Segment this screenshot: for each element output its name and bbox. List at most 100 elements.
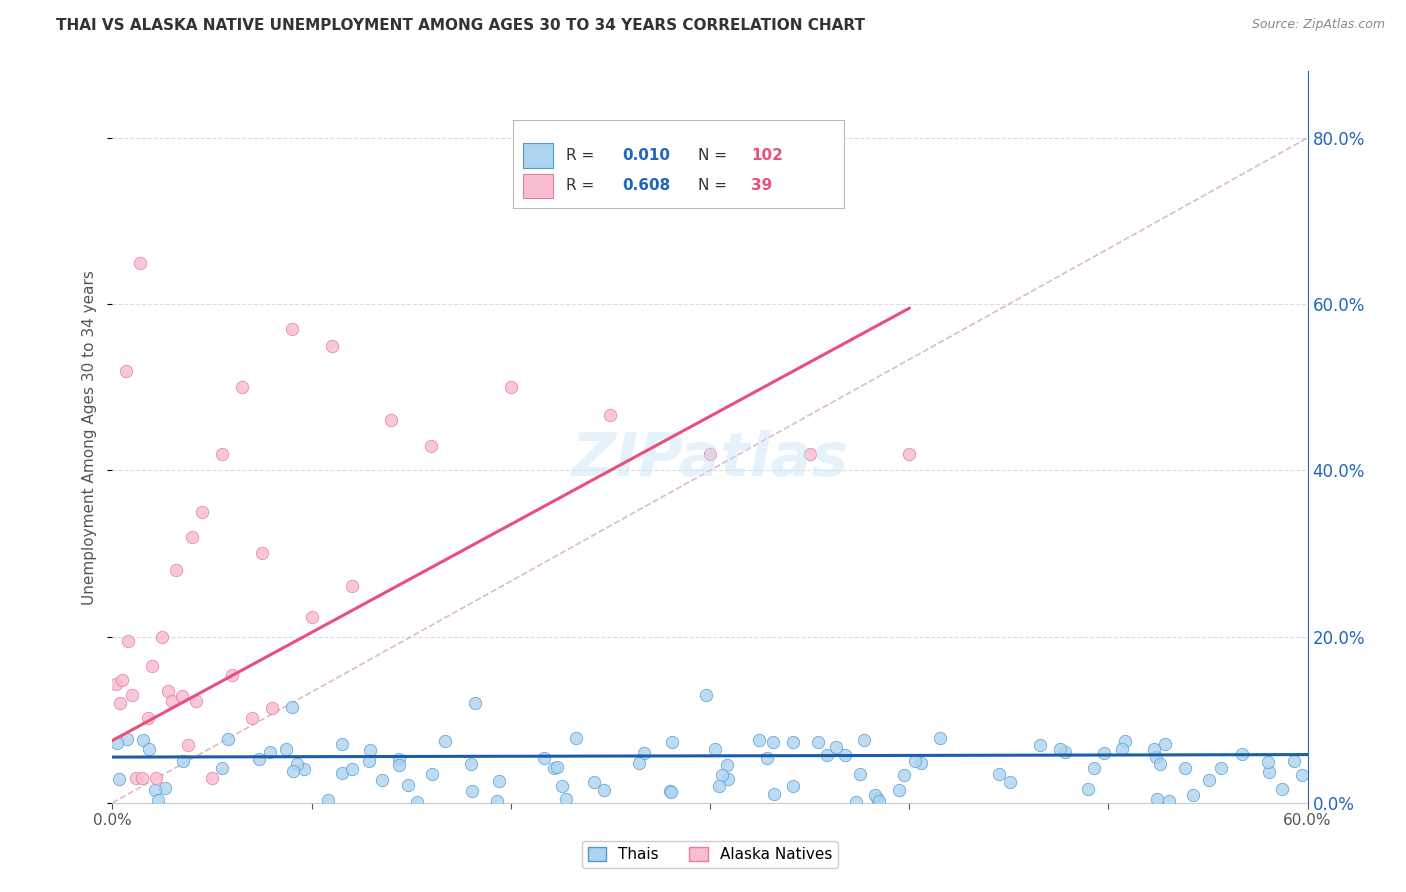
Text: N =: N = [699, 178, 727, 194]
Alaska Natives [301, 610, 323, 624]
Thais [555, 792, 578, 806]
Thais [434, 733, 457, 747]
Thais [815, 748, 838, 763]
Thais [281, 764, 304, 778]
Thais [1174, 761, 1197, 775]
Thais [543, 761, 565, 775]
Alaska Natives [150, 630, 173, 644]
Thais [1146, 750, 1168, 764]
Thais [755, 750, 778, 764]
Thais [848, 767, 870, 781]
Thais [486, 794, 509, 808]
Thais [285, 757, 308, 772]
Alaska Natives [121, 688, 143, 702]
Text: THAI VS ALASKA NATIVE UNEMPLOYMENT AMONG AGES 30 TO 34 YEARS CORRELATION CHART: THAI VS ALASKA NATIVE UNEMPLOYMENT AMONG… [56, 18, 865, 33]
Text: 0.608: 0.608 [623, 178, 671, 194]
Alaska Natives [111, 673, 134, 687]
Thais [420, 767, 443, 781]
Alaska Natives [165, 563, 187, 577]
Alaska Natives [699, 447, 721, 461]
Thais [1230, 747, 1253, 762]
Thais [910, 756, 932, 770]
Alaska Natives [110, 696, 132, 710]
Thais [1149, 756, 1171, 771]
Alaska Natives [499, 380, 522, 394]
Text: R =: R = [567, 178, 595, 194]
Alaska Natives [172, 690, 194, 704]
Thais [592, 783, 614, 797]
Thais [1143, 742, 1166, 756]
Thais [661, 785, 683, 799]
Thais [396, 778, 419, 792]
Thais [887, 783, 910, 797]
Thais [761, 735, 783, 749]
Thais [105, 736, 128, 750]
Thais [342, 762, 364, 776]
Text: 102: 102 [751, 148, 783, 163]
Thais [1157, 794, 1180, 808]
Alaska Natives [131, 771, 153, 785]
Thais [1284, 754, 1306, 768]
Alaska Natives [281, 322, 304, 336]
Alaska Natives [420, 439, 443, 453]
Thais [762, 787, 785, 801]
Alaska Natives [380, 413, 402, 427]
Thais [1111, 741, 1133, 756]
Thais [658, 784, 681, 798]
Thais [332, 738, 354, 752]
Thais [1054, 745, 1077, 759]
Y-axis label: Unemployment Among Ages 30 to 34 years: Unemployment Among Ages 30 to 34 years [82, 269, 97, 605]
Thais [1271, 781, 1294, 796]
Thais [217, 731, 239, 746]
Thais [709, 779, 731, 793]
Thais [782, 779, 804, 793]
Thais [1146, 791, 1168, 805]
Thais [988, 767, 1011, 781]
Alaska Natives [141, 658, 163, 673]
Thais [1083, 761, 1105, 775]
Thais [464, 696, 486, 710]
Thais [292, 762, 315, 776]
Alaska Natives [599, 408, 621, 422]
Alaska Natives [115, 363, 138, 377]
Thais [893, 768, 915, 782]
Thais [904, 754, 927, 768]
Thais [332, 766, 354, 780]
Thais [551, 779, 574, 793]
Thais [138, 741, 160, 756]
Thais [782, 735, 804, 749]
Thais [115, 732, 138, 747]
Thais [546, 760, 568, 774]
Thais [247, 752, 270, 766]
Thais [388, 758, 411, 772]
Thais [695, 688, 717, 702]
Alaska Natives [240, 711, 263, 725]
Thais [143, 782, 166, 797]
Alaska Natives [898, 447, 921, 461]
Thais [131, 733, 153, 747]
Thais [1094, 747, 1116, 761]
Alaska Natives [117, 634, 139, 648]
Alaska Natives [211, 447, 233, 461]
Thais [1028, 738, 1050, 752]
Thais [853, 732, 876, 747]
Alaska Natives [340, 579, 363, 593]
Alaska Natives [321, 338, 343, 352]
Thais [359, 754, 381, 768]
Thais [533, 751, 555, 765]
Alaska Natives [138, 710, 160, 724]
Thais [316, 793, 339, 807]
Alaska Natives [129, 255, 152, 269]
Thais [460, 783, 482, 797]
Alaska Natives [125, 771, 148, 785]
Thais [1211, 761, 1233, 775]
Alaska Natives [231, 380, 253, 394]
Legend: Thais, Alaska Natives: Thais, Alaska Natives [582, 841, 838, 868]
Thais [370, 772, 392, 787]
Alaska Natives [221, 668, 243, 682]
Thais [1153, 738, 1175, 752]
Thais [633, 746, 655, 760]
Thais [748, 732, 770, 747]
Text: Source: ZipAtlas.com: Source: ZipAtlas.com [1251, 18, 1385, 31]
Thais [582, 775, 605, 789]
